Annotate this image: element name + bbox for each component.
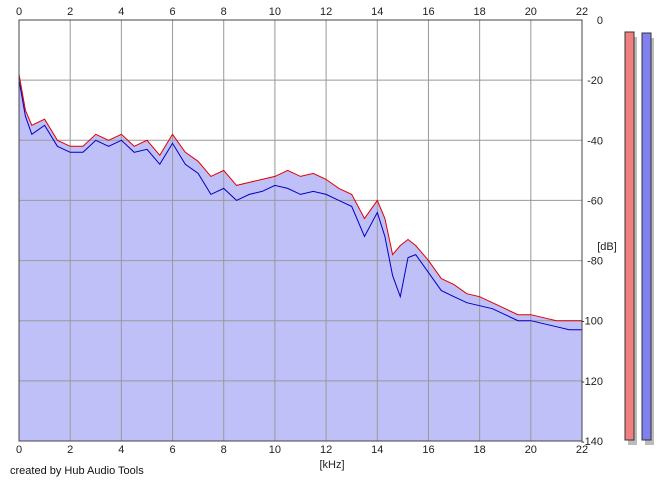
- y-tick-label: -120: [581, 376, 603, 388]
- x-tick-label-bottom: 16: [422, 444, 434, 456]
- y-tick-labels: 0 -20 -40 -60 -80 -100 -120 -140: [581, 15, 603, 448]
- level-meters: [624, 31, 654, 445]
- series-red-line: [18, 74, 582, 322]
- x-tick-label-bottom: 22: [576, 444, 588, 456]
- x-tick-label-top: 4: [118, 6, 124, 18]
- x-tick-label-top: 20: [525, 6, 537, 18]
- spectrum-fill: [19, 74, 582, 441]
- x-tick-label-top: 6: [169, 6, 175, 18]
- y-tick-label: -60: [587, 195, 603, 207]
- x-tick-label-bottom: 4: [118, 444, 124, 456]
- x-tick-label-top: 22: [576, 6, 588, 18]
- x-tick-label-bottom: 20: [525, 444, 537, 456]
- x-tick-labels-top: 0 2 4 6 8 10 12 14 16 18 20 22: [16, 6, 588, 18]
- x-axis-label: [kHz]: [319, 459, 344, 471]
- x-tick-label-top: 0: [16, 6, 22, 18]
- x-tick-label-top: 12: [320, 6, 332, 18]
- x-tick-label-bottom: 14: [371, 444, 383, 456]
- x-tick-label-top: 2: [67, 6, 73, 18]
- y-axis-label: [dB]: [597, 241, 617, 253]
- y-tick-label: -140: [581, 436, 603, 448]
- x-tick-label-bottom: 18: [474, 444, 486, 456]
- y-tick-label: -20: [587, 75, 603, 87]
- series-blue-line: [18, 80, 582, 331]
- credit-text: created by Hub Audio Tools: [10, 465, 144, 477]
- plot-frame: [18, 19, 583, 442]
- x-tick-label-bottom: 6: [169, 444, 175, 456]
- y-tick-label: -40: [587, 135, 603, 147]
- y-tick-label: -80: [587, 256, 603, 268]
- x-tick-label-bottom: 0: [16, 444, 22, 456]
- x-tick-label-top: 10: [269, 6, 281, 18]
- x-tick-label-bottom: 2: [67, 444, 73, 456]
- x-tick-label-top: 14: [371, 6, 383, 18]
- x-tick-label-top: 18: [474, 6, 486, 18]
- x-tick-label-bottom: 8: [221, 444, 227, 456]
- x-tick-label-top: 8: [221, 6, 227, 18]
- level-meter-bar: [624, 31, 635, 441]
- x-tick-label-top: 16: [422, 6, 434, 18]
- x-tick-label-bottom: 12: [320, 444, 332, 456]
- level-meter-bar: [641, 32, 652, 441]
- y-tick-label: 0: [597, 15, 603, 27]
- y-tick-label: -100: [581, 316, 603, 328]
- x-tick-labels-bottom: 0 2 4 6 8 10 12 14 16 18 20 22: [16, 444, 588, 456]
- x-tick-label-bottom: 10: [269, 444, 281, 456]
